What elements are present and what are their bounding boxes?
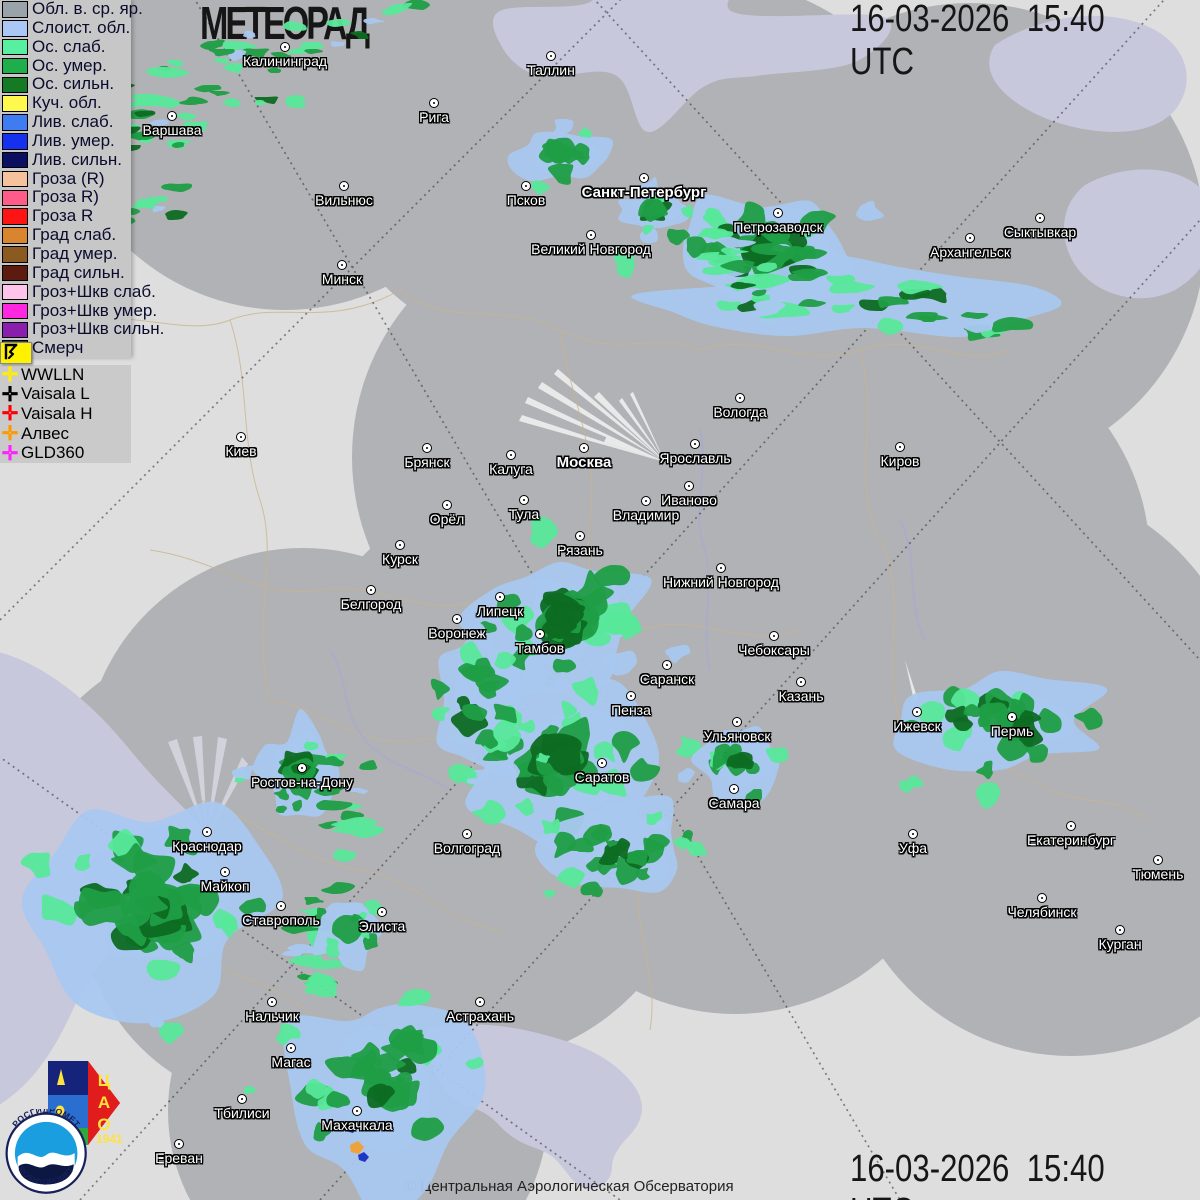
svg-text:1941: 1941 (96, 1132, 123, 1146)
svg-text:А: А (98, 1093, 110, 1112)
svg-text:Ц: Ц (98, 1071, 111, 1090)
